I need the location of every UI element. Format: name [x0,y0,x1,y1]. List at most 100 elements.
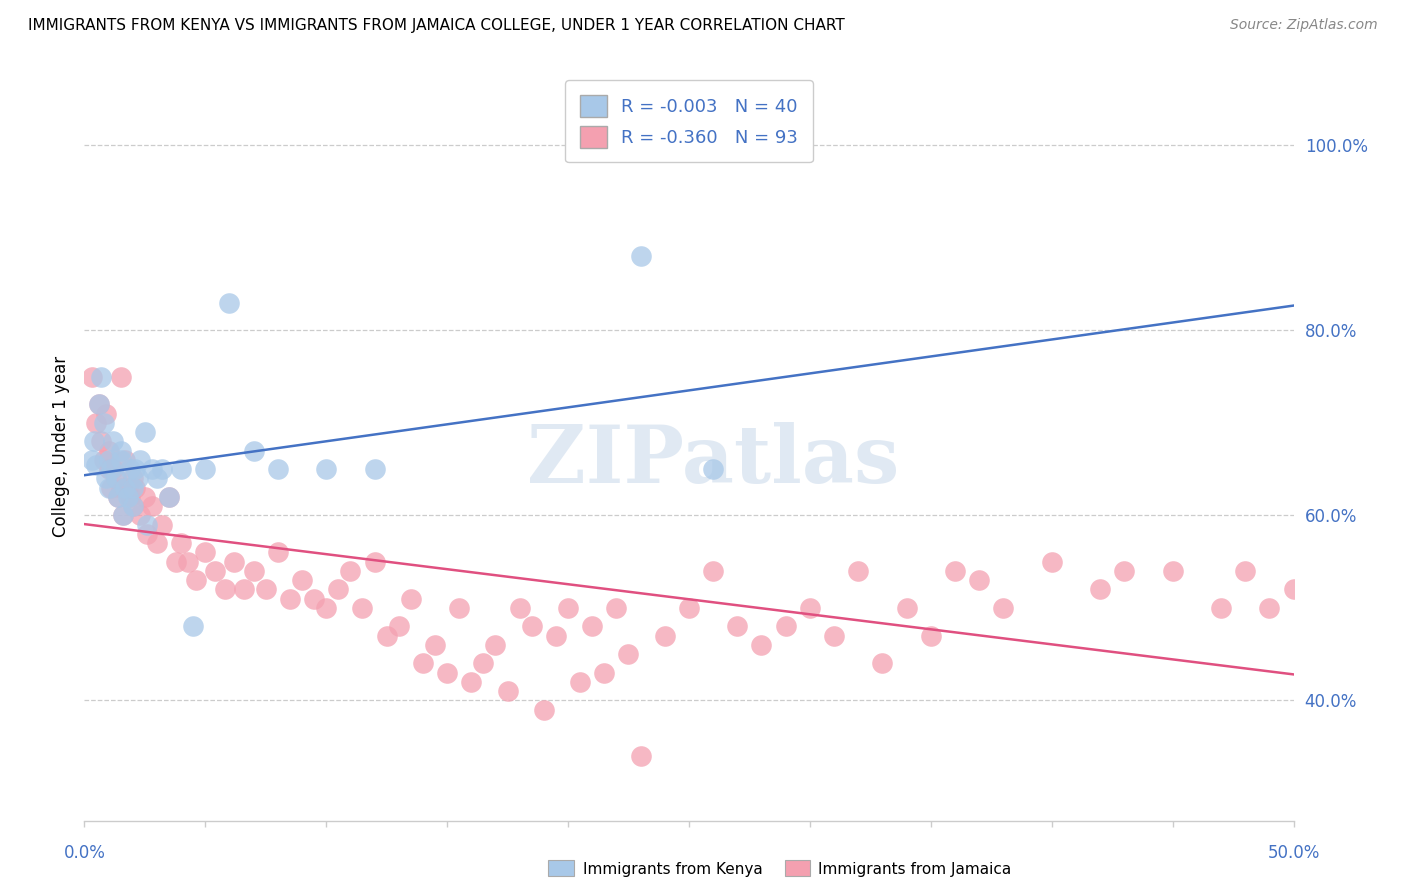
Point [94,471,117,485]
Bar [548,860,574,876]
Point [363,462,385,476]
Point [127,471,149,485]
Point [943,564,966,578]
Point [363,555,385,569]
Point [97,443,120,458]
Point [291,573,314,587]
Point [1040,555,1063,569]
Point [544,629,567,643]
Point [242,564,264,578]
Point [146,471,169,485]
Point [134,490,156,504]
Point [121,471,143,485]
Point [107,490,129,504]
Point [449,600,471,615]
Point [224,555,246,569]
Point [112,508,135,523]
Point [823,629,845,643]
Point [124,481,146,495]
Point [104,471,127,485]
Point [725,619,748,633]
Point [214,582,236,597]
Point [375,629,398,643]
Point [117,481,139,495]
Point [97,453,120,467]
Point [339,564,361,578]
Point [1088,582,1111,597]
Point [194,545,217,559]
Point [569,674,592,689]
Point [170,536,193,550]
Point [100,481,122,495]
Point [134,425,156,439]
Text: Source: ZipAtlas.com: Source: ZipAtlas.com [1230,18,1378,32]
Point [157,490,180,504]
Point [93,453,115,467]
Point [136,517,159,532]
Point [117,490,139,504]
Point [702,564,724,578]
Point [460,674,482,689]
Point [114,453,136,467]
Point [103,462,125,476]
Point [204,564,226,578]
Point [654,629,676,643]
Y-axis label: College, Under 1 year: College, Under 1 year [52,355,70,537]
Point [896,600,918,615]
Point [94,407,117,421]
Point [120,490,142,504]
Point [218,295,240,310]
Point [114,481,136,495]
Point [1282,582,1305,597]
Point [254,582,277,597]
Point [194,462,217,476]
Point [86,416,108,430]
Point [496,684,519,698]
Point [112,508,135,523]
Point [184,573,207,587]
Point [110,443,132,458]
Point [267,545,290,559]
Point [170,462,193,476]
Point [146,536,169,550]
Point [83,434,105,449]
Point [90,369,112,384]
Point [242,443,264,458]
Point [150,517,173,532]
Point [157,490,180,504]
Legend: R = -0.003   N = 40, R = -0.360   N = 93: R = -0.003 N = 40, R = -0.360 N = 93 [565,80,813,162]
Point [605,600,627,615]
Point [141,462,163,476]
Point [846,564,869,578]
Bar [785,860,810,876]
Point [509,600,531,615]
Point [87,397,110,411]
Point [129,453,152,467]
Point [678,600,700,615]
Point [967,573,990,587]
Point [177,555,200,569]
Text: 50.0%: 50.0% [1267,844,1320,862]
Text: ZIPatlas: ZIPatlas [527,422,900,500]
Point [775,619,797,633]
Point [110,369,132,384]
Point [484,638,506,652]
Point [399,591,422,606]
Point [993,600,1015,615]
Point [141,499,163,513]
Point [107,490,129,504]
Point [436,665,458,680]
Point [129,508,152,523]
Point [97,481,120,495]
Point [920,629,942,643]
Point [80,369,103,384]
Point [799,600,821,615]
Point [423,638,446,652]
Point [86,458,108,472]
Point [412,657,434,671]
Point [630,748,652,763]
Point [472,657,495,671]
Point [233,582,256,597]
Point [165,555,187,569]
Point [278,591,301,606]
